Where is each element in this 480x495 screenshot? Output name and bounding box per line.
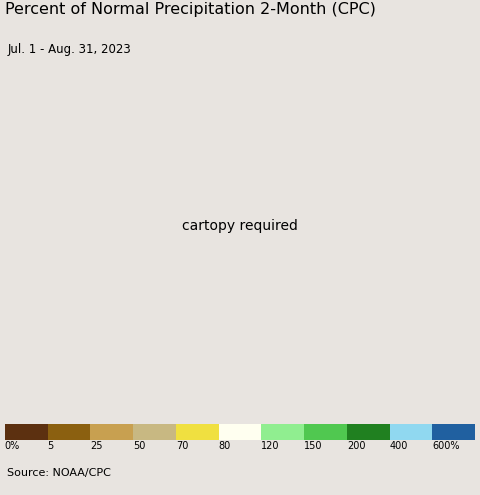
- Bar: [133, 424, 176, 440]
- Bar: [347, 424, 390, 440]
- Bar: [218, 424, 262, 440]
- Bar: [390, 424, 432, 440]
- Text: Percent of Normal Precipitation 2-Month (CPC): Percent of Normal Precipitation 2-Month …: [5, 2, 376, 17]
- Bar: [5, 424, 48, 440]
- Bar: [304, 424, 347, 440]
- Bar: [48, 424, 90, 440]
- Text: 120: 120: [262, 442, 280, 451]
- Text: Jul. 1 - Aug. 31, 2023: Jul. 1 - Aug. 31, 2023: [7, 43, 131, 56]
- Bar: [262, 424, 304, 440]
- Text: 50: 50: [133, 442, 145, 451]
- Text: 70: 70: [176, 442, 188, 451]
- Text: 5: 5: [48, 442, 54, 451]
- Bar: [432, 424, 475, 440]
- Text: 80: 80: [218, 442, 231, 451]
- Text: cartopy required: cartopy required: [182, 219, 298, 233]
- Bar: [176, 424, 218, 440]
- Text: 400: 400: [390, 442, 408, 451]
- Text: Source: NOAA/CPC: Source: NOAA/CPC: [7, 468, 111, 478]
- Text: 200: 200: [347, 442, 365, 451]
- Text: 25: 25: [90, 442, 103, 451]
- Text: 0%: 0%: [5, 442, 20, 451]
- Bar: [90, 424, 133, 440]
- Text: 150: 150: [304, 442, 323, 451]
- Text: 600%: 600%: [432, 442, 460, 451]
